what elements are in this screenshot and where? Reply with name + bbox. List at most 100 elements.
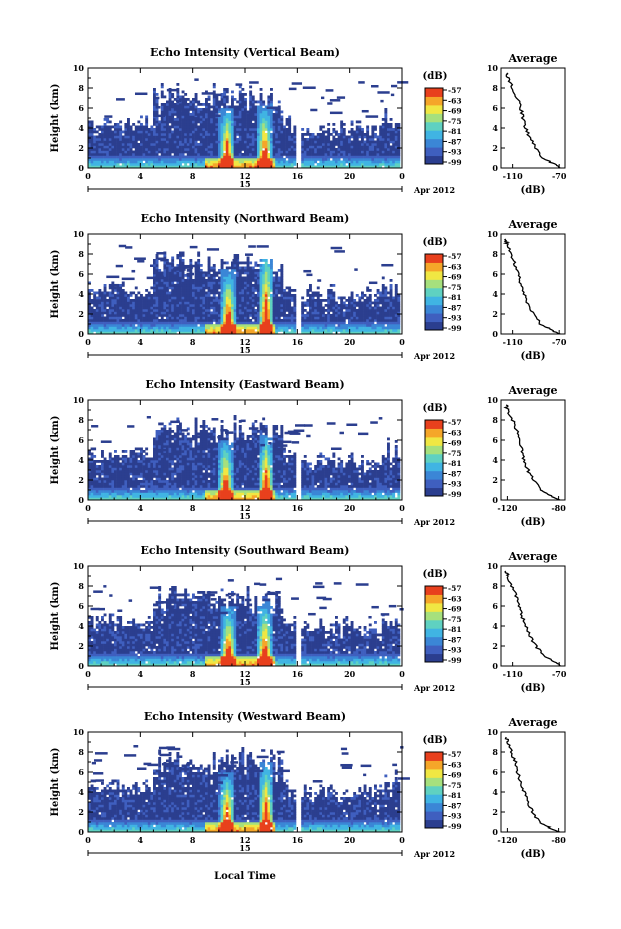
y-tick-label: 10	[73, 63, 85, 73]
colorbar-band	[425, 279, 443, 289]
x-tick-label: 16	[292, 669, 304, 679]
avg-y-tick-label: 0	[492, 661, 498, 671]
colorbar-band	[425, 794, 443, 804]
date-label: Apr 2012	[413, 517, 455, 527]
x-axis-label: Local Time	[214, 871, 276, 882]
day-label: 15	[239, 179, 250, 189]
avg-y-tick-label: 6	[492, 601, 498, 611]
y-axis-label: Height (km)	[50, 250, 61, 319]
x-tick-label: 4	[138, 669, 144, 679]
colorbar-band	[425, 304, 443, 314]
x-tick-label: 0	[85, 171, 91, 181]
avg-y-tick-label: 4	[492, 621, 498, 631]
y-axis-label: Height (km)	[50, 416, 61, 485]
y-tick-label: 6	[78, 269, 84, 279]
colorbar-band	[425, 428, 443, 438]
y-tick-label: 4	[78, 289, 84, 299]
colorbar-band	[425, 420, 443, 429]
colorbar-band	[425, 785, 443, 795]
y-tick-label: 6	[78, 601, 84, 611]
colorbar-tick-label: -99	[448, 490, 462, 499]
avg-y-tick-label: 4	[492, 289, 498, 299]
colorbar-tick-label: -69	[448, 107, 462, 116]
y-tick-label: 0	[78, 495, 84, 505]
colorbar-band	[425, 768, 443, 778]
y-axis-label: Height (km)	[50, 84, 61, 153]
avg-x-tick-label: -110	[503, 669, 523, 679]
colorbar-tick-label: -69	[448, 273, 462, 282]
y-tick-label: 0	[78, 329, 84, 339]
colorbar-tick-label: -99	[448, 324, 462, 333]
average-title: Average	[507, 384, 557, 397]
colorbar-band	[425, 752, 443, 761]
colorbar-band	[425, 155, 443, 165]
date-label: Apr 2012	[413, 185, 455, 195]
colorbar-tick-label: -99	[448, 656, 462, 665]
average-frame	[500, 233, 566, 335]
y-tick-label: 8	[78, 249, 84, 259]
panel-1: Echo Intensity (Vertical Beam) 0 2 4 6 8 10 Hei…	[50, 46, 567, 196]
avg-y-tick-label: 8	[492, 581, 498, 591]
average-frame	[500, 399, 566, 501]
x-tick-label: 12	[239, 669, 250, 679]
avg-y-tick-label: 8	[492, 747, 498, 757]
y-tick-label: 2	[78, 143, 84, 153]
x-tick-label: 12	[239, 337, 250, 347]
x-tick-label: 20	[344, 337, 356, 347]
panel-5: Echo Intensity (Westward Beam) 0 2 4 6 8 10 Hei…	[50, 710, 566, 860]
avg-y-tick-label: 10	[487, 63, 499, 73]
avg-y-tick-label: 0	[492, 329, 498, 339]
avg-y-tick-label: 0	[492, 827, 498, 837]
colorbar-band	[425, 611, 443, 621]
day-label: 15	[239, 677, 250, 687]
avg-y-tick-label: 6	[492, 103, 498, 113]
colorbar-tick-label: -93	[448, 480, 462, 489]
colorbar-frame	[424, 87, 444, 165]
x-tick-label: 8	[190, 669, 196, 679]
colorbar-tick-label: -87	[448, 469, 462, 478]
day-label: 15	[239, 345, 250, 355]
avg-y-tick-label: 4	[492, 123, 498, 133]
colorbar-band	[425, 470, 443, 480]
colorbar-tick-label: -87	[448, 801, 462, 810]
panel-3: Echo Intensity (Eastward Beam) 0 2 4 6 8 10 Hei…	[50, 378, 566, 528]
average-title: Average	[507, 52, 557, 65]
colorbar-band	[425, 479, 443, 489]
colorbar-band	[425, 653, 443, 663]
panel-title: Echo Intensity (Vertical Beam)	[150, 46, 340, 59]
x-tick-label: 0	[399, 669, 405, 679]
avg-y-tick-label: 2	[492, 143, 498, 153]
colorbar-band	[425, 113, 443, 123]
x-tick-label: 12	[239, 835, 250, 845]
avg-y-tick-label: 4	[492, 787, 498, 797]
average-profile-line	[504, 570, 561, 667]
avg-y-tick-label: 8	[492, 83, 498, 93]
panel-title: Echo Intensity (Westward Beam)	[144, 710, 346, 723]
average-profile-line	[503, 404, 561, 501]
avg-y-tick-label: 6	[492, 767, 498, 777]
x-tick-label: 20	[344, 503, 356, 513]
average-xlabel: (dB)	[521, 517, 546, 528]
avg-x-tick-label: -70	[552, 669, 567, 679]
colorbar-tick-label: -63	[448, 428, 462, 437]
avg-y-tick-label: 0	[492, 163, 498, 173]
avg-y-tick-label: 10	[487, 561, 499, 571]
y-tick-label: 6	[78, 767, 84, 777]
colorbar-band	[425, 270, 443, 280]
y-tick-label: 10	[73, 561, 85, 571]
colorbar-band	[425, 760, 443, 770]
avg-x-tick-label: -70	[552, 337, 567, 347]
colorbar-unit: (dB)	[423, 569, 448, 580]
avg-y-tick-label: 2	[492, 309, 498, 319]
colorbar-band	[425, 777, 443, 787]
colorbar-tick-label: -57	[448, 750, 462, 759]
heatmap	[88, 244, 401, 335]
x-tick-label: 0	[85, 669, 91, 679]
avg-y-tick-label: 10	[487, 727, 499, 737]
average-title: Average	[507, 218, 557, 231]
avg-y-tick-label: 6	[492, 435, 498, 445]
avg-y-tick-label: 8	[492, 249, 498, 259]
heatmap	[88, 415, 401, 501]
x-tick-label: 4	[138, 835, 144, 845]
y-tick-label: 4	[78, 787, 84, 797]
